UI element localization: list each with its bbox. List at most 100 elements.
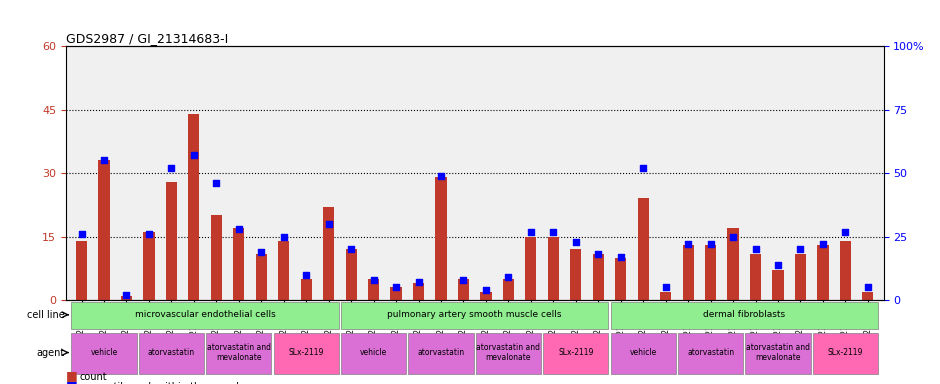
Point — [658, 284, 673, 290]
Point — [613, 254, 628, 260]
Text: vehicle: vehicle — [360, 348, 387, 357]
Point — [119, 292, 134, 298]
Text: vehicle: vehicle — [630, 348, 657, 357]
Point — [546, 228, 561, 235]
Bar — [795, 253, 807, 300]
Point — [209, 180, 224, 186]
Text: GDS2987 / GI_21314683-I: GDS2987 / GI_21314683-I — [66, 32, 228, 45]
Point — [231, 226, 246, 232]
Bar — [458, 279, 469, 300]
Text: ■: ■ — [66, 369, 78, 382]
Bar — [323, 207, 335, 300]
Bar — [660, 291, 671, 300]
FancyBboxPatch shape — [206, 333, 272, 374]
FancyBboxPatch shape — [71, 302, 338, 329]
Bar — [862, 291, 873, 300]
FancyBboxPatch shape — [611, 333, 676, 374]
Text: atorvastatin and
mevalonate: atorvastatin and mevalonate — [477, 343, 540, 362]
Point — [748, 246, 763, 252]
Bar — [480, 291, 492, 300]
Point — [433, 172, 448, 179]
Text: microvascular endothelial cells: microvascular endothelial cells — [134, 310, 275, 319]
Bar — [817, 245, 828, 300]
Point — [299, 271, 314, 278]
Point — [681, 241, 696, 247]
Text: cell line: cell line — [27, 310, 65, 320]
Text: SLx-2119: SLx-2119 — [289, 348, 324, 357]
Text: SLx-2119: SLx-2119 — [558, 348, 593, 357]
Bar — [503, 279, 514, 300]
Point — [501, 274, 516, 280]
Text: atorvastatin and
mevalonate: atorvastatin and mevalonate — [746, 343, 810, 362]
Point — [388, 284, 403, 290]
Point — [478, 287, 494, 293]
Point — [74, 231, 89, 237]
Point — [164, 165, 179, 171]
Bar — [121, 296, 133, 300]
Bar — [682, 245, 694, 300]
Point — [97, 157, 112, 164]
Bar — [278, 241, 290, 300]
Point — [276, 233, 291, 240]
FancyBboxPatch shape — [274, 333, 338, 374]
Bar — [301, 279, 312, 300]
FancyBboxPatch shape — [678, 333, 744, 374]
Bar — [233, 228, 244, 300]
Point — [860, 284, 875, 290]
Text: atorvastatin and
mevalonate: atorvastatin and mevalonate — [207, 343, 271, 362]
Point — [456, 277, 471, 283]
Bar — [705, 245, 716, 300]
Bar — [637, 199, 649, 300]
Bar — [592, 253, 603, 300]
FancyBboxPatch shape — [341, 302, 608, 329]
Bar — [548, 237, 559, 300]
Bar — [839, 241, 851, 300]
Bar — [773, 270, 784, 300]
Text: atorvastatin: atorvastatin — [687, 348, 734, 357]
Point — [771, 262, 786, 268]
Text: atorvastatin: atorvastatin — [148, 348, 195, 357]
FancyBboxPatch shape — [139, 333, 204, 374]
Bar — [728, 228, 739, 300]
Bar — [256, 253, 267, 300]
Text: percentile rank within the sample: percentile rank within the sample — [80, 382, 245, 384]
Point — [344, 246, 359, 252]
FancyBboxPatch shape — [745, 333, 810, 374]
Bar — [143, 232, 154, 300]
FancyBboxPatch shape — [341, 333, 406, 374]
Point — [524, 228, 539, 235]
Text: vehicle: vehicle — [90, 348, 118, 357]
Point — [726, 233, 741, 240]
FancyBboxPatch shape — [813, 333, 878, 374]
FancyBboxPatch shape — [611, 302, 878, 329]
Bar — [413, 283, 424, 300]
FancyBboxPatch shape — [71, 333, 136, 374]
Bar — [188, 114, 199, 300]
Bar — [435, 177, 446, 300]
Point — [590, 251, 605, 257]
Point — [321, 221, 337, 227]
Point — [569, 238, 584, 245]
Point — [411, 279, 426, 285]
FancyBboxPatch shape — [543, 333, 608, 374]
Text: SLx-2119: SLx-2119 — [828, 348, 863, 357]
Bar — [615, 258, 626, 300]
Bar — [750, 253, 761, 300]
Point — [141, 231, 156, 237]
FancyBboxPatch shape — [408, 333, 474, 374]
Bar — [525, 237, 537, 300]
Point — [635, 165, 650, 171]
Text: pulmonary artery smooth muscle cells: pulmonary artery smooth muscle cells — [387, 310, 562, 319]
Point — [186, 152, 201, 158]
Bar — [571, 249, 582, 300]
Bar — [368, 279, 379, 300]
FancyBboxPatch shape — [476, 333, 541, 374]
Text: count: count — [80, 372, 107, 382]
Text: dermal fibroblasts: dermal fibroblasts — [703, 310, 785, 319]
Point — [254, 249, 269, 255]
Point — [815, 241, 830, 247]
Point — [703, 241, 718, 247]
Point — [366, 277, 381, 283]
Bar — [346, 249, 357, 300]
Text: ■: ■ — [66, 379, 78, 384]
